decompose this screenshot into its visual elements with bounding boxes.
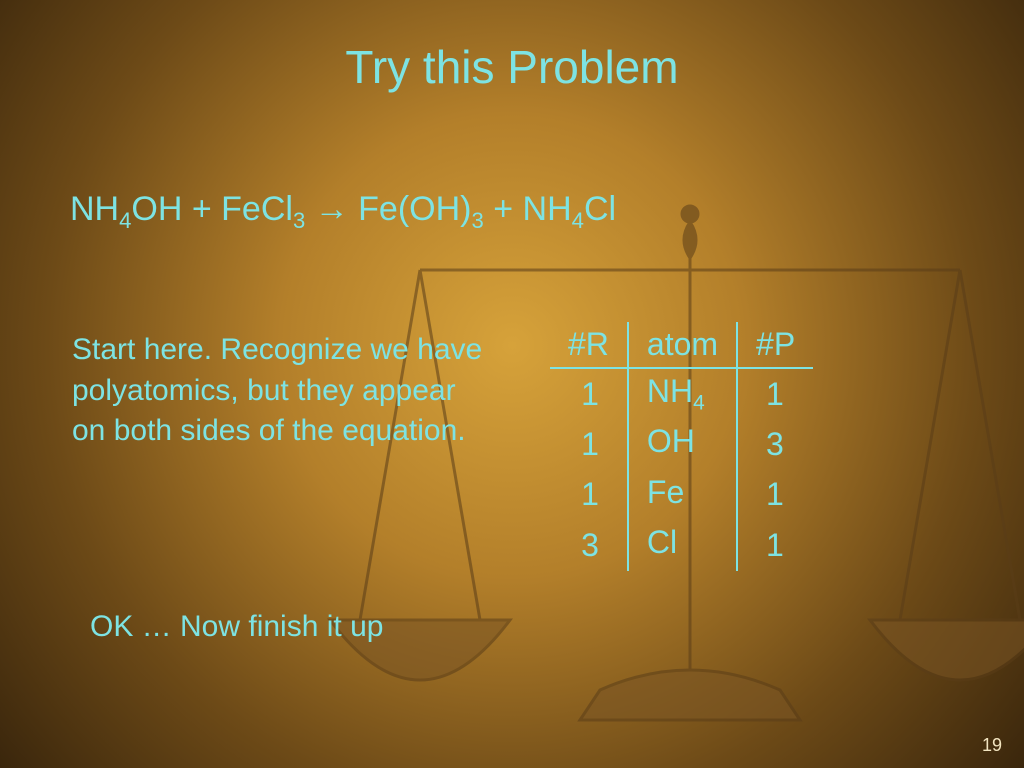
cell-atom: Fe [628, 470, 737, 520]
atom-text: Cl [647, 524, 677, 560]
cell-p: 3 [737, 419, 813, 469]
table-row: 1 NH4 1 [550, 368, 813, 419]
atom-sub: 4 [693, 391, 705, 414]
slide-number: 19 [982, 735, 1002, 756]
cell-p: 1 [737, 520, 813, 570]
eq-lhs1b-sub: 3 [293, 208, 305, 233]
slide: Try this Problem NH4OH + FeCl3 → Fe(OH)3… [0, 0, 1024, 768]
cell-atom: Cl [628, 520, 737, 570]
cell-atom: OH [628, 419, 737, 469]
eq-arrow: → [305, 190, 358, 228]
cell-r: 3 [550, 520, 628, 570]
header-atom: atom [628, 322, 737, 368]
atom-text: OH [647, 423, 695, 459]
atom-text: Fe [647, 474, 684, 510]
cell-p: 1 [737, 470, 813, 520]
table-row: 3 Cl 1 [550, 520, 813, 570]
cell-r: 1 [550, 470, 628, 520]
cell-atom: NH4 [628, 368, 737, 419]
eq-rhs1: Fe(OH) [358, 190, 471, 228]
eq-rhs3: Cl [584, 190, 616, 228]
header-r: #R [550, 322, 628, 368]
cell-r: 1 [550, 368, 628, 419]
table-row: 1 OH 3 [550, 419, 813, 469]
slide-title: Try this Problem [0, 40, 1024, 94]
eq-rhs1-sub: 3 [471, 208, 483, 233]
eq-lhs1-sub: 4 [119, 208, 131, 233]
cell-r: 1 [550, 419, 628, 469]
eq-rhs2-sub: 4 [572, 208, 584, 233]
finish-text: OK … Now finish it up [90, 610, 383, 644]
table-header-row: #R atom #P [550, 322, 813, 368]
cell-p: 1 [737, 368, 813, 419]
chemical-equation: NH4OH + FeCl3 → Fe(OH)3 + NH4Cl [70, 190, 616, 234]
atom-count-table: #R atom #P 1 NH4 1 1 OH 3 1 Fe 1 3 Cl [550, 322, 813, 571]
eq-rhs2: + NH [484, 190, 572, 228]
eq-lhs1: NH [70, 190, 119, 228]
instruction-text: Start here. Recognize we have polyatomic… [72, 330, 492, 452]
header-p: #P [737, 322, 813, 368]
atom-text: NH [647, 373, 693, 409]
eq-lhs1b: OH + FeCl [131, 190, 293, 228]
table-row: 1 Fe 1 [550, 470, 813, 520]
